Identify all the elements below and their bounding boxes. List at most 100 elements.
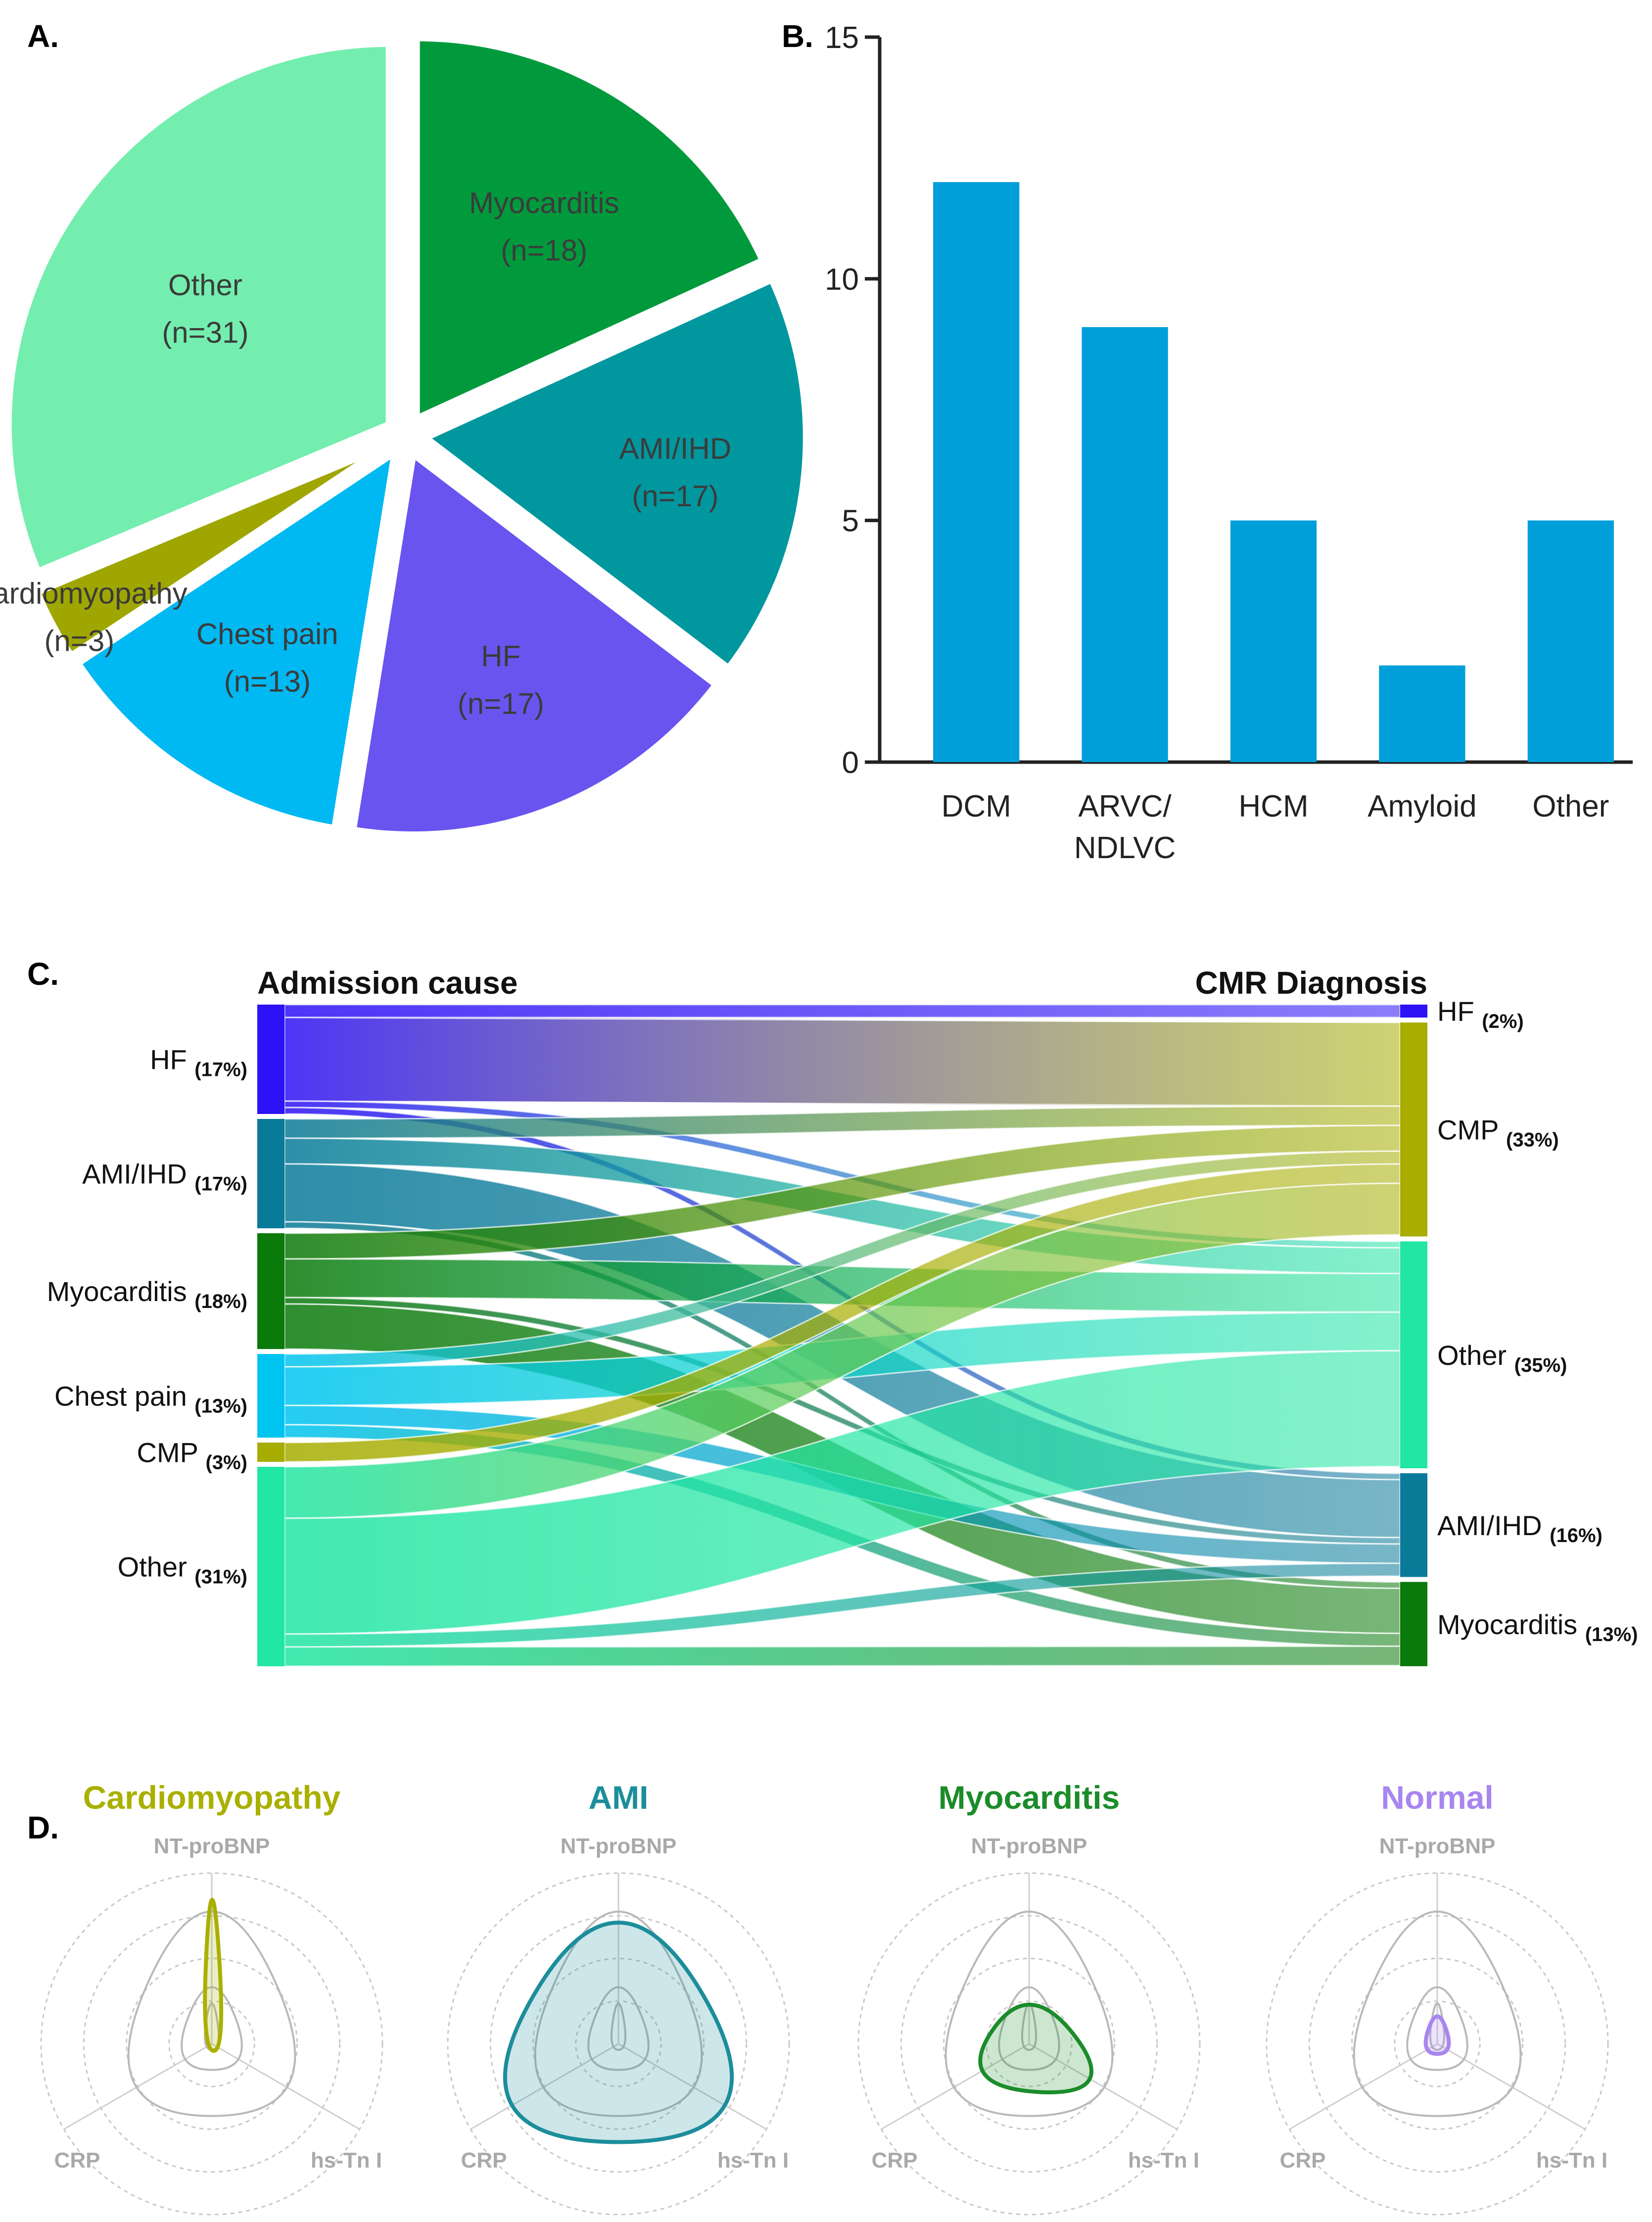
radar-spoke [618,2043,767,2130]
bar-amyloid [1379,665,1465,762]
radar-reference-outline [944,1910,1114,2117]
x-tick-label-other: Other [1532,789,1609,823]
radar-axis-label-hs-tn-i: hs-Tn I [311,2148,382,2173]
sankey-left-title: Admission cause [257,965,518,1001]
radar-grid-ring [126,1958,298,2130]
pie-slice-myocarditis [413,34,768,425]
radar-title-myocarditis: Myocarditis [939,1779,1120,1816]
y-tick-label: 10 [825,262,859,296]
radar-axis-label-nt-probnp: NT-proBNP [154,1834,270,1858]
sankey-link-hf-to-hf [283,1004,1401,1018]
radar-grid-ring [40,1872,383,2216]
sankey-right-node-ami-ihd [1400,1473,1427,1577]
radar-reference-outline [1429,2002,1446,2051]
sankey-left-label-myocarditis: Myocarditis (18%) [47,1276,247,1312]
radar-axis-label-hs-tn-i: hs-Tn I [717,2148,789,2173]
bar-other [1527,520,1614,762]
pie-slice-ami-ihd [419,275,810,674]
panel-c-label: C. [27,956,59,992]
pie-slice-other [4,40,393,577]
pie-label-cardiomyopathy: Cardiomyopathy [0,577,188,610]
radar-chart-normal: Normal NT-proBNP hs-Tn I CRP [1266,1779,1609,2216]
sankey-link-oth-to-myo [283,1645,1401,1667]
radar-axis-label-hs-tn-i: hs-Tn I [1128,2148,1199,2173]
panel-c-sankey: C. HF (17%) AMI/IHD (17%) Myocarditis (18%… [27,956,1638,1667]
radar-spoke [1289,2043,1438,2130]
sankey-right-node-cmp [1400,1022,1427,1237]
sankey-right-title: CMR Diagnosis [1195,965,1427,1001]
radar-series-normal [1423,2014,1451,2056]
sankey-right-label-hf: HF (2%) [1437,996,1524,1032]
sankey-link-hf-to-cmp [283,1016,1401,1107]
pie-count-ami-ihd: (n=17) [632,480,718,513]
radar-series-ami [503,1920,734,2144]
pie-count-chest-pain: (n=13) [224,665,311,698]
radar-spoke [211,2043,360,2130]
radar-reference-outline [1353,1910,1522,2117]
pie-count-cardiomyopathy: (n=3) [44,624,114,657]
radar-axis-label-nt-probnp: NT-proBNP [561,1834,677,1858]
radar-axis-label-crp: CRP [1280,2148,1326,2173]
radar-reference-outline [587,1986,650,2071]
radar-spoke [1029,2043,1178,2130]
sankey-right-label-myocarditis: Myocarditis (13%) [1437,1609,1638,1645]
sankey-left-node-ami-ihd [257,1119,284,1228]
y-tick-label: 0 [842,746,859,780]
radar-axis-label-nt-probnp: NT-proBNP [1379,1834,1496,1858]
radar-grid-ring [532,1958,705,2130]
radar-axis-label-crp: CRP [461,2148,507,2173]
sankey-left-label-other: Other (31%) [118,1551,247,1588]
radar-title-ami: AMI [589,1779,649,1816]
radar-grid-ring [1351,1958,1523,2130]
radar-grid-ring [1266,1872,1609,2216]
radar-chart-cardiomyopathy: Cardiomyopathy NT-proBNP hs-Tn I CRP [40,1779,383,2216]
pie-count-other: (n=31) [162,316,248,349]
radar-reference-outline [181,1986,243,2071]
radar-axis-label-nt-probnp: NT-proBNP [971,1834,1087,1858]
sankey-left-node-cmp [257,1443,284,1462]
bar-dcm [933,182,1020,762]
pie-slice-cardiomyopathy [32,441,390,661]
sankey-right-node-myocarditis [1400,1582,1427,1666]
panel-d-label: D. [27,1810,59,1845]
x-tick-label-amyloid: Amyloid [1368,789,1477,823]
sankey-left-label-cmp: CMP (3%) [137,1437,247,1474]
radar-title-normal: Normal [1381,1779,1493,1816]
radar-reference-outline [610,2002,627,2051]
sankey-right-node-other [1400,1241,1427,1468]
pie-label-hf: HF [481,639,520,673]
radar-series-myocarditis [978,2003,1093,2094]
radar-chart-ami: AMI NT-proBNP hs-Tn I CRP [447,1779,790,2216]
radar-reference-outline [1406,1986,1468,2071]
radar-spoke [470,2043,619,2130]
pie-label-ami-ihd: AMI/IHD [619,432,731,465]
sankey-left-node-other [257,1467,284,1666]
radar-reference-outline [998,1986,1060,2071]
radar-axis-label-crp: CRP [54,2148,100,2173]
sankey-right-node-hf [1400,1005,1427,1018]
radar-axis-label-hs-tn-i: hs-Tn I [1536,2148,1607,2173]
sankey-left-label-ami-ihd: AMI/IHD (17%) [82,1159,247,1195]
sankey-right-label-other: Other (35%) [1437,1340,1567,1376]
radar-axis-label-crp: CRP [872,2148,918,2173]
sankey-left-node-myocarditis [257,1233,284,1349]
radar-spoke [63,2043,212,2130]
panel-b-label: B. [782,18,813,54]
radar-reference-outline [534,1910,703,2117]
panel-a-label: A. [27,18,59,54]
radar-spoke [881,2043,1030,2130]
pie-count-myocarditis: (n=18) [501,234,587,267]
sankey-left-label-hf: HF (17%) [150,1044,247,1081]
x-tick-label-hcm: HCM [1238,789,1308,823]
radar-title-cardiomyopathy: Cardiomyopathy [83,1779,341,1816]
y-tick-label: 5 [842,504,859,538]
pie-label-myocarditis: Myocarditis [469,187,619,220]
radar-grid-ring [857,1872,1201,2216]
pie-label-other: Other [168,268,242,301]
panel-a-pie-chart: A. Myocarditis (n=18) AMI/IHD (n=17) HF (n=17… [0,18,810,839]
radar-grid-ring [447,1872,790,2216]
pie-count-hf: (n=17) [458,687,544,720]
y-tick-label: 15 [825,21,859,55]
sankey-left-node-hf [257,1005,284,1114]
